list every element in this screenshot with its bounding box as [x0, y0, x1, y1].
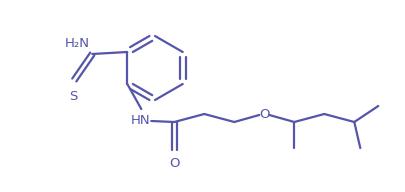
Text: O: O [258, 108, 269, 121]
Text: H₂N: H₂N [64, 37, 89, 50]
Text: S: S [69, 90, 77, 103]
Text: O: O [168, 157, 179, 170]
Text: HN: HN [130, 114, 150, 127]
